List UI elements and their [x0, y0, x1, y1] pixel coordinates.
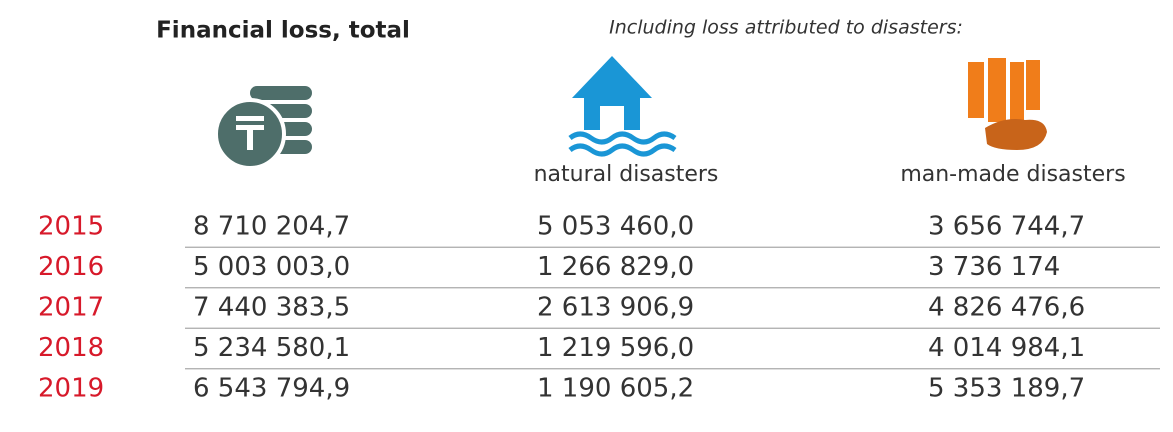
natural-loss: 1 219 596,0 [537, 333, 694, 363]
total-loss: 6 543 794,9 [193, 374, 350, 404]
manmade-icon [968, 58, 1047, 150]
total-loss: 8 710 204,7 [193, 212, 350, 242]
year: 2018 [38, 333, 104, 363]
title: Financial loss, total [156, 18, 410, 44]
subtitle: Including loss attributed to disasters: [609, 17, 963, 39]
manmade-loss: 5 353 189,7 [928, 374, 1085, 404]
total-loss: 7 440 383,5 [193, 293, 350, 323]
manmade-loss: 4 826 476,6 [928, 293, 1085, 323]
manmade-loss: 3 736 174 [928, 252, 1060, 282]
natural-loss: 1 190 605,2 [537, 374, 694, 404]
manmade-loss: 4 014 984,1 [928, 333, 1085, 363]
total-loss: 5 003 003,0 [193, 252, 350, 282]
natural-label: natural disasters [534, 162, 719, 187]
manmade-label: man-made disasters [900, 162, 1125, 187]
year: 2019 [38, 374, 104, 404]
coins-icon [214, 86, 312, 170]
natural-loss: 2 613 906,9 [537, 293, 694, 323]
natural-loss: 1 266 829,0 [537, 252, 694, 282]
total-loss: 5 234 580,1 [193, 333, 350, 363]
table: 2015 8 710 204,7 5 053 460,0 3 656 744,7 201… [38, 212, 1160, 404]
manmade-loss: 3 656 744,7 [928, 212, 1085, 242]
year: 2015 [38, 212, 104, 242]
natural-loss: 5 053 460,0 [537, 212, 694, 242]
year: 2016 [38, 252, 104, 282]
house-icon [568, 56, 677, 157]
year: 2017 [38, 293, 104, 323]
